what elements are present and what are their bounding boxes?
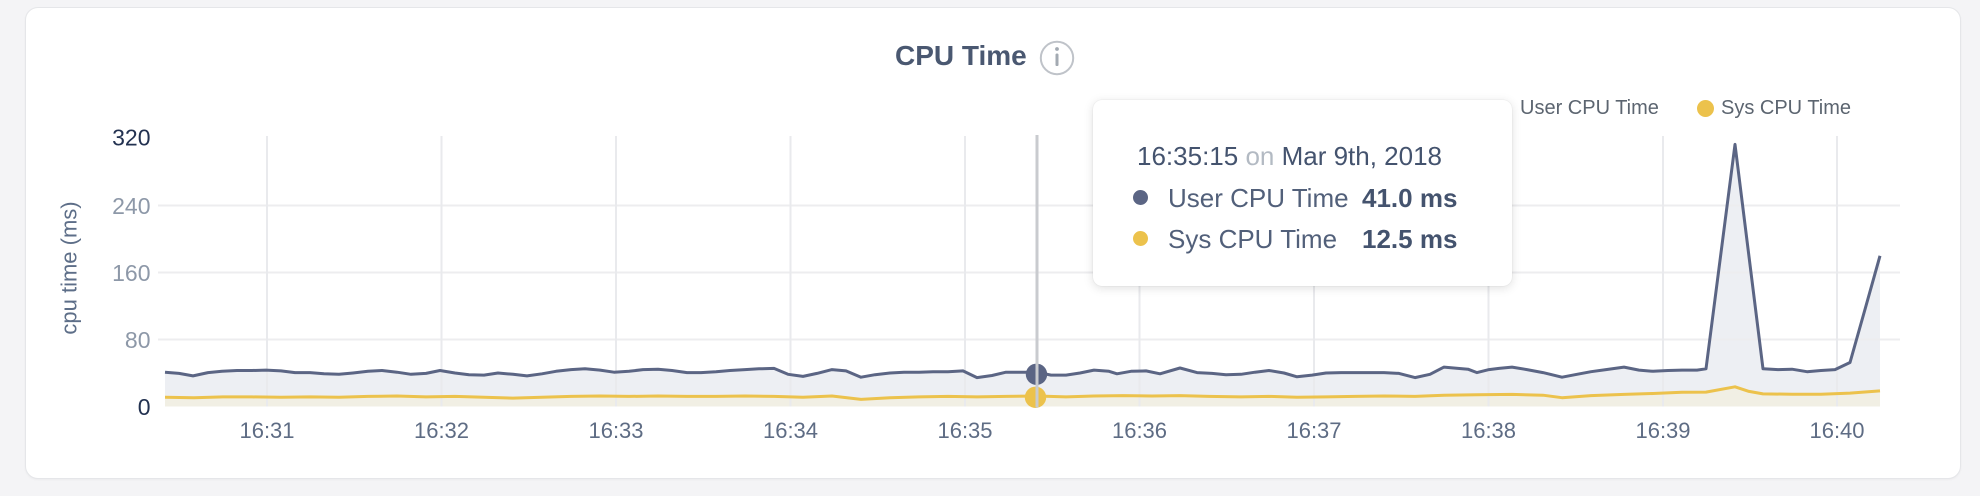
svg-text:cpu time (ms): cpu time (ms) xyxy=(57,201,82,334)
svg-text:320: 320 xyxy=(112,124,150,150)
svg-text:16:36: 16:36 xyxy=(1112,418,1167,443)
svg-text:16:32: 16:32 xyxy=(414,418,469,443)
svg-text:240: 240 xyxy=(112,193,150,219)
svg-text:0: 0 xyxy=(138,394,151,420)
svg-text:16:38: 16:38 xyxy=(1461,418,1516,443)
svg-text:16:35: 16:35 xyxy=(937,418,992,443)
svg-text:16:31: 16:31 xyxy=(239,418,294,443)
svg-text:16:39: 16:39 xyxy=(1635,418,1690,443)
svg-text:16:33: 16:33 xyxy=(588,418,643,443)
svg-text:16:34: 16:34 xyxy=(763,418,818,443)
svg-text:80: 80 xyxy=(125,327,151,353)
svg-text:160: 160 xyxy=(112,260,150,286)
svg-text:16:40: 16:40 xyxy=(1809,418,1864,443)
svg-text:16:37: 16:37 xyxy=(1286,418,1341,443)
